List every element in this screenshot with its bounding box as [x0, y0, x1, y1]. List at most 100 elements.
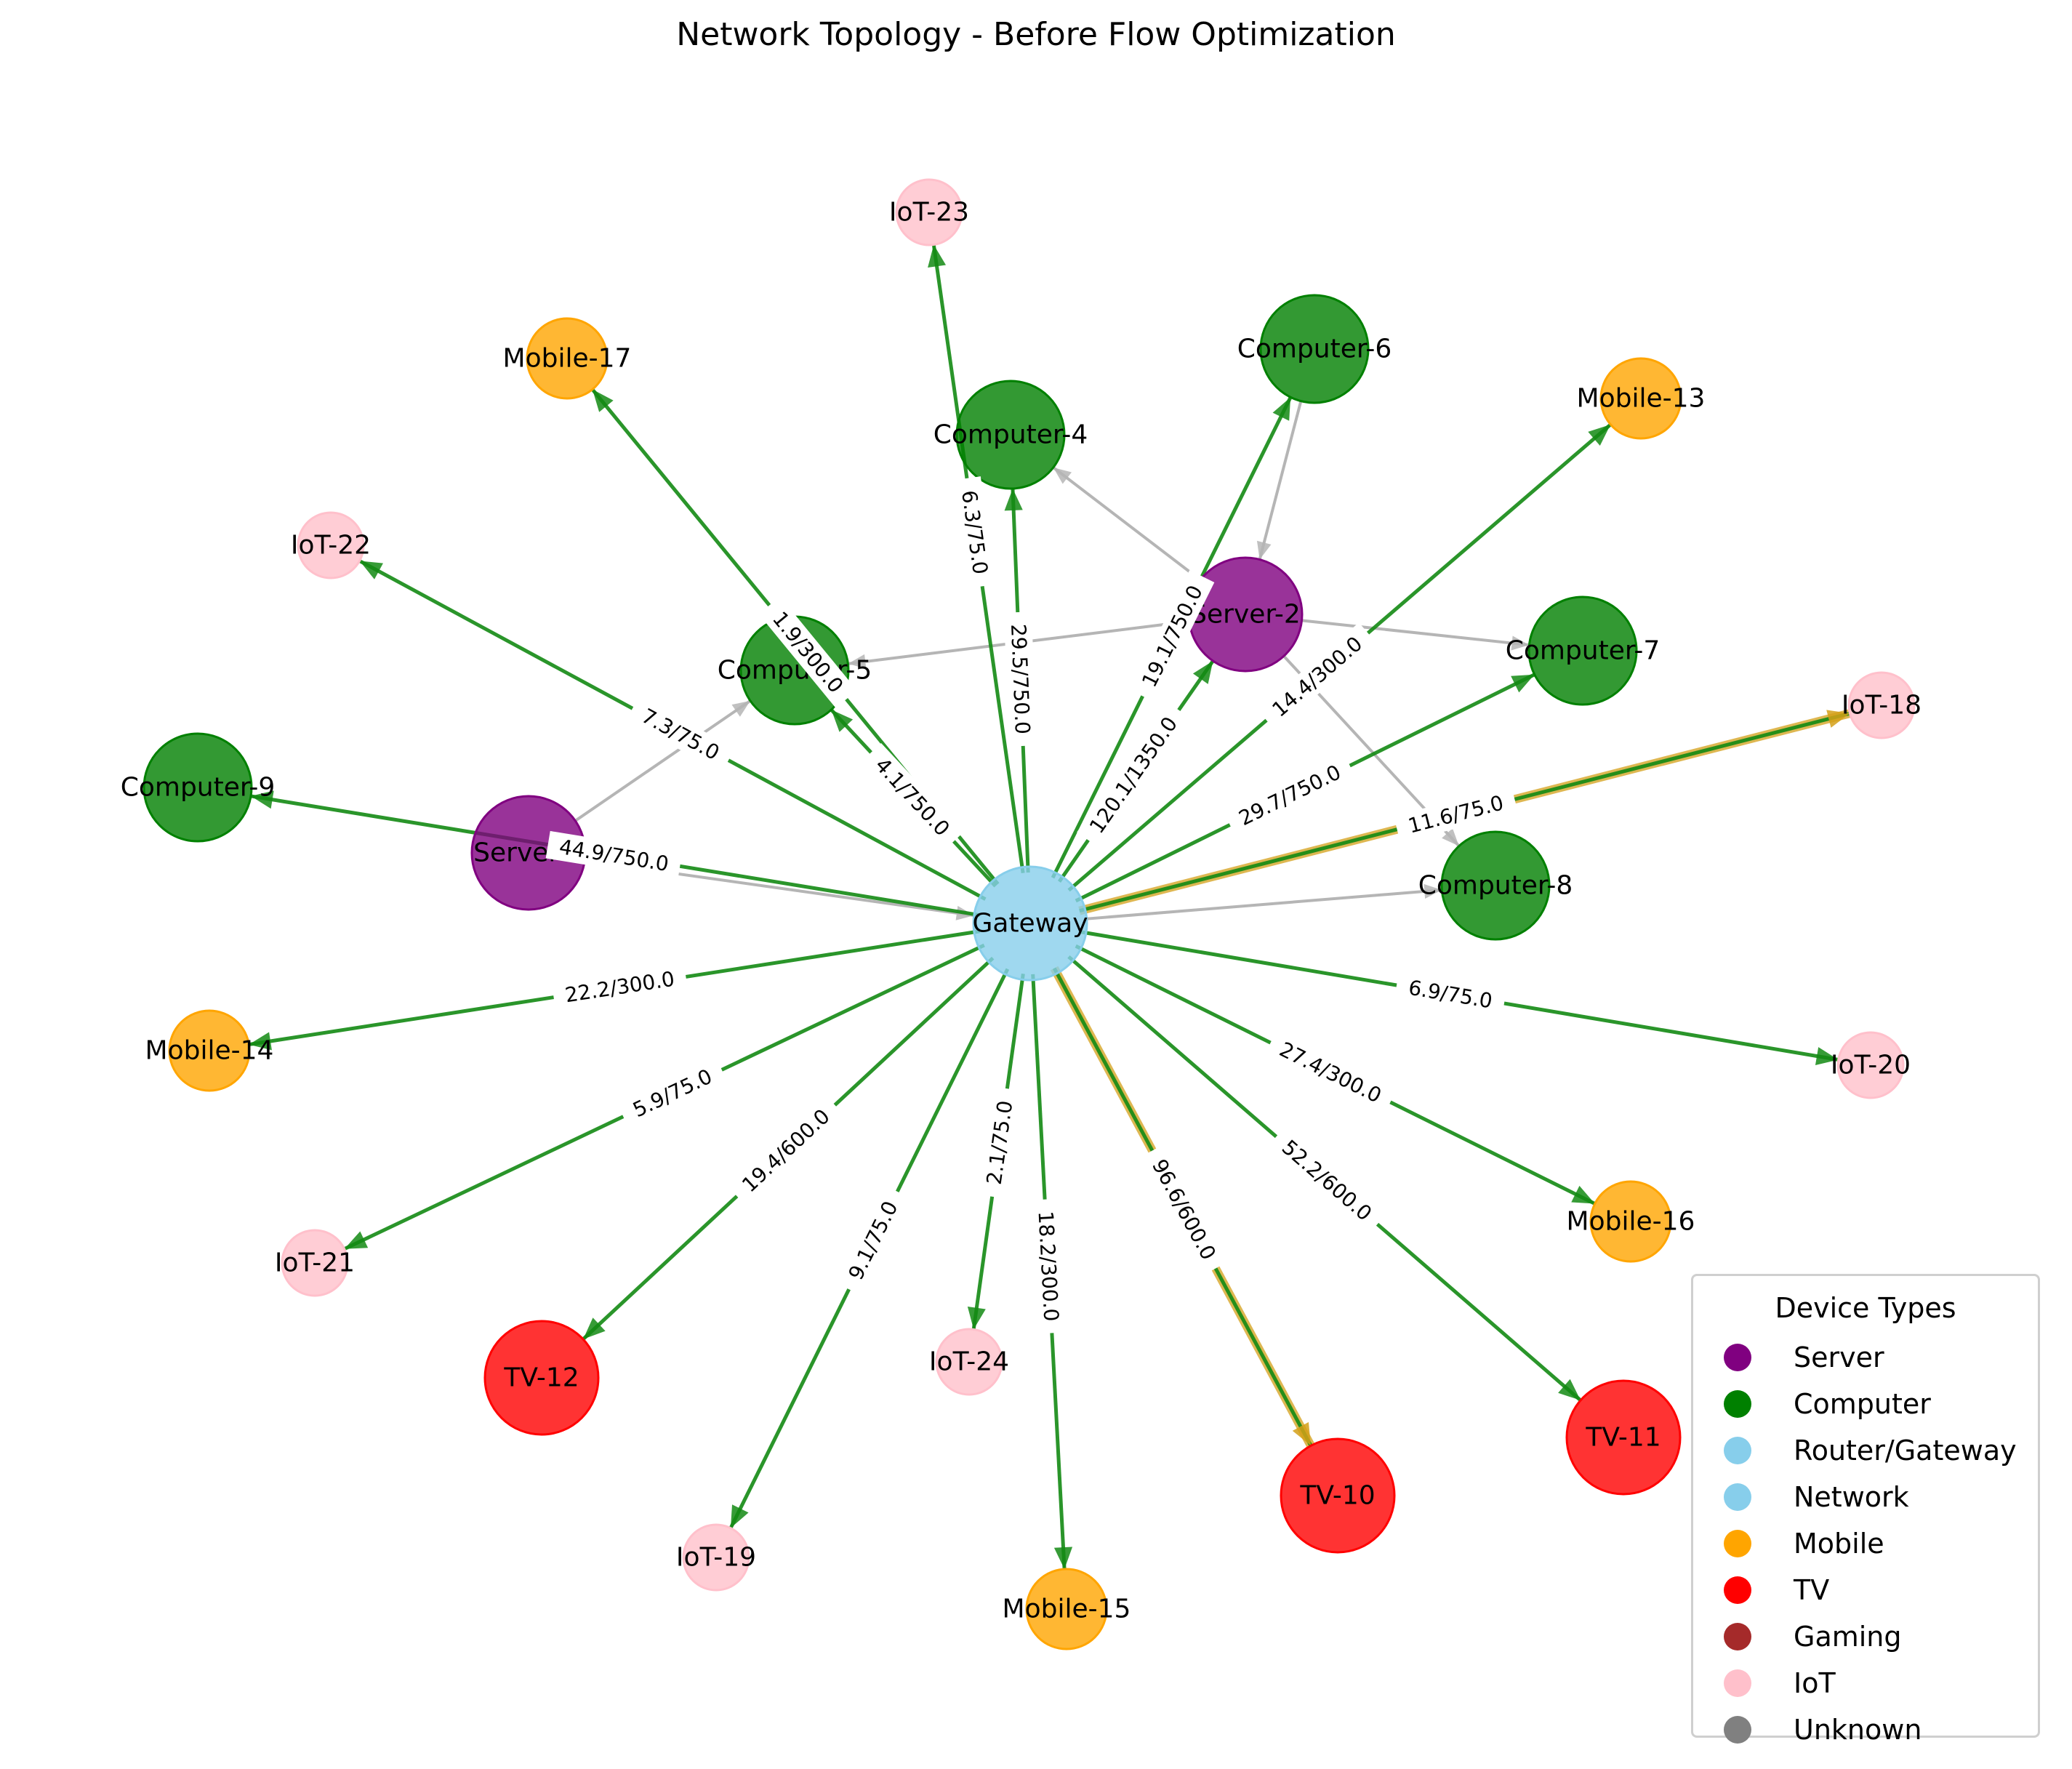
link-arrow-gateway-computer-8 — [1424, 883, 1442, 899]
legend-marker-tv — [1724, 1576, 1751, 1604]
legend-item-router-gateway: Router/Gateway — [1709, 1430, 2017, 1471]
flow-label-iot-23: 6.3/75.0 — [953, 476, 996, 589]
flow-arrow-iot-21 — [344, 1231, 369, 1249]
legend-marker-unknown — [1724, 1716, 1751, 1744]
flow-label-bg-mobile-14 — [551, 963, 688, 1011]
flow-label-tv-12: 19.4/600.0 — [727, 1094, 845, 1207]
node-iot-19 — [682, 1523, 750, 1592]
flow-label-bg-computer-9 — [545, 830, 683, 881]
flow-label-bg-mobile-15 — [1031, 1198, 1066, 1334]
node-label-iot-23: IoT-23 — [889, 198, 969, 228]
flow-label-bg-tv-11 — [1267, 1126, 1386, 1235]
legend-item-unknown: Unknown — [1709, 1709, 1922, 1750]
flow-label-bg-iot-24 — [978, 1086, 1021, 1199]
node-label-gateway: Gateway — [972, 909, 1088, 939]
link-server-2-computer-7 — [1301, 619, 1530, 647]
flow-label-bg-iot-19 — [836, 1185, 910, 1296]
flow-arrow-mobile-16 — [1571, 1185, 1595, 1204]
node-label-mobile-17: Mobile-17 — [503, 344, 632, 374]
legend-marker-router-gateway — [1724, 1437, 1751, 1464]
node-label-computer-8: Computer-8 — [1418, 871, 1573, 901]
flow-label-bg-computer-5 — [861, 742, 964, 851]
flow-label-text-tv-12: 19.4/600.0 — [737, 1104, 835, 1198]
node-iot-20 — [1836, 1031, 1905, 1099]
node-mobile-17 — [526, 317, 609, 400]
flow-label-bg-iot-21 — [617, 1057, 728, 1129]
flow-label-text-computer-5: 4.1/750.0 — [870, 753, 955, 841]
node-computer-9 — [142, 732, 253, 843]
node-label-iot-21: IoT-21 — [275, 1248, 355, 1278]
flow-arrow-iot-24 — [967, 1306, 986, 1330]
flow-label-bg-mobile-13 — [1257, 622, 1377, 731]
node-label-mobile-13: Mobile-13 — [1577, 384, 1706, 414]
legend-marker-mobile — [1724, 1530, 1751, 1557]
node-computer-4 — [955, 380, 1066, 490]
legend-label-unknown: Unknown — [1794, 1714, 1922, 1746]
flow-arrow-tv-10 — [1292, 1421, 1312, 1446]
node-label-tv-10: TV-10 — [1299, 1481, 1375, 1511]
flow-label-text-computer-4: 29.5/750.0 — [1006, 623, 1035, 734]
legend-item-tv: TV — [1709, 1570, 1829, 1610]
node-label-iot-24: IoT-24 — [929, 1347, 1009, 1377]
node-label-mobile-14: Mobile-14 — [145, 1036, 274, 1066]
flow-arrow-mobile-13 — [1588, 424, 1611, 446]
link-computer-6-server-2 — [1258, 401, 1303, 561]
node-iot-23 — [895, 178, 963, 246]
node-mobile-15 — [1025, 1568, 1108, 1650]
flow-label-bg-iot-22 — [625, 696, 736, 773]
flow-arrow-tv-12 — [583, 1317, 606, 1339]
flow-label-iot-21: 5.9/75.0 — [617, 1057, 728, 1129]
link-arrow-computer-6-server-2 — [1256, 540, 1272, 560]
node-label-computer-6: Computer-6 — [1237, 334, 1392, 364]
node-label-computer-9: Computer-9 — [121, 773, 276, 803]
flow-arrow-computer-6 — [1272, 397, 1291, 421]
legend-marker-computer — [1724, 1390, 1751, 1418]
flow-arrow-iot-19 — [730, 1504, 749, 1528]
legend-item-network: Network — [1709, 1477, 1909, 1517]
node-labels-layer: GatewayServer-2Server-3Computer-4Compute… — [121, 198, 1922, 1624]
flow-label-bg-tv-12 — [727, 1094, 845, 1207]
flow-label-computer-5: 4.1/750.0 — [861, 742, 964, 851]
node-label-iot-22: IoT-22 — [291, 531, 371, 561]
flow-label-text-tv-10: 96.6/600.0 — [1147, 1155, 1221, 1264]
legend-label-gaming: Gaming — [1794, 1621, 1902, 1653]
legend-item-gaming: Gaming — [1709, 1616, 1902, 1657]
flow-arrow-computer-4 — [1004, 488, 1023, 511]
flow-label-tv-11: 52.2/600.0 — [1267, 1126, 1386, 1235]
legend: Device Types Server Computer Router/Gatewa… — [1691, 1274, 2040, 1746]
link-arrow-server-3-computer-5 — [731, 700, 750, 717]
node-label-tv-11: TV-11 — [1585, 1423, 1661, 1453]
flow-arrow-computer-5 — [831, 710, 854, 732]
flow-label-text-iot-22: 7.3/75.0 — [638, 704, 723, 765]
link-server-2-computer-4 — [1052, 466, 1202, 582]
node-label-computer-4: Computer-4 — [933, 420, 1088, 450]
node-label-iot-18: IoT-18 — [1842, 691, 1922, 721]
node-iot-18 — [1847, 671, 1916, 739]
flow-label-mobile-15: 18.2/300.0 — [1031, 1198, 1066, 1334]
flow-label-iot-22: 7.3/75.0 — [625, 696, 736, 773]
flow-label-text-server-2: 120.1/1350.0 — [1085, 713, 1182, 838]
flow-arrow-computer-7 — [1511, 674, 1535, 693]
flow-label-bg-mobile-17 — [758, 596, 857, 708]
link-arrow-server-2-computer-8 — [1442, 828, 1459, 846]
node-iot-21 — [281, 1229, 349, 1297]
flow-label-bg-tv-10 — [1140, 1144, 1228, 1275]
flow-arrow-iot-18 — [1826, 710, 1850, 728]
legend-label-computer: Computer — [1794, 1388, 1931, 1420]
node-computer-8 — [1440, 830, 1551, 941]
flow-label-bg-iot-18 — [1393, 785, 1519, 843]
flow-label-text-mobile-15: 18.2/300.0 — [1034, 1211, 1064, 1322]
nodes-layer — [142, 178, 1916, 1650]
flow-label-bg-server-2 — [1077, 702, 1190, 849]
flow-label-iot-20: 6.9/75.0 — [1394, 971, 1507, 1017]
node-label-computer-7: Computer-7 — [1506, 636, 1661, 666]
flow-label-bg-iot-23 — [953, 476, 996, 589]
node-label-mobile-16: Mobile-16 — [1567, 1207, 1695, 1237]
flow-label-tv-10: 96.6/600.0 — [1140, 1144, 1228, 1275]
node-iot-22 — [297, 511, 365, 579]
node-iot-24 — [935, 1328, 1003, 1396]
flow-arrow-tv-11 — [1558, 1379, 1581, 1400]
legend-marker-iot — [1724, 1669, 1751, 1697]
legend-marker-network — [1724, 1483, 1751, 1511]
